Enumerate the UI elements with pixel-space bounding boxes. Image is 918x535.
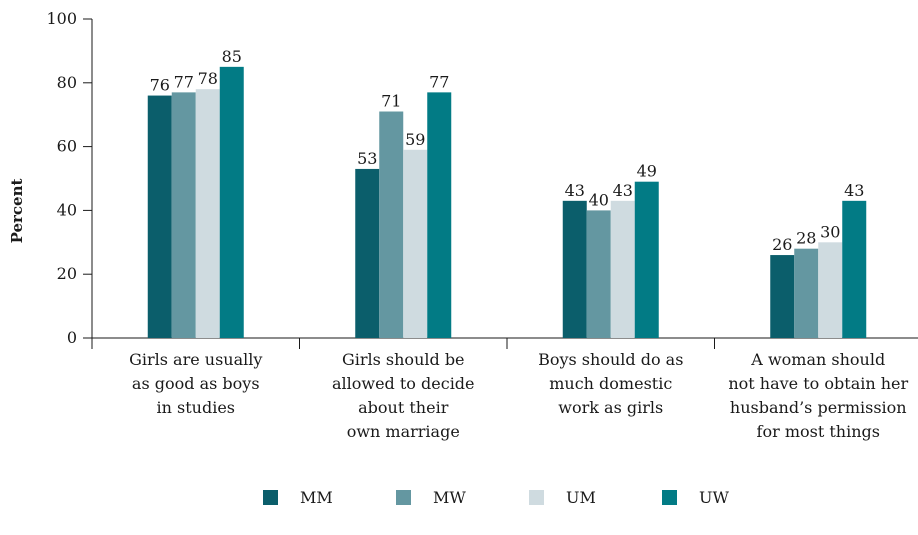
category-label-line: about their: [358, 398, 449, 417]
data-label: 43: [613, 181, 633, 200]
category-label-line: Girls should be: [342, 350, 465, 369]
data-label: 77: [174, 72, 194, 91]
data-label: 53: [357, 149, 377, 168]
bars: [147, 66, 867, 339]
data-label: 26: [772, 235, 792, 254]
bar-mw: [586, 210, 611, 338]
bar-mm: [770, 255, 795, 338]
bar-mw: [171, 92, 196, 339]
legend-label-mm: MM: [300, 488, 333, 507]
bar-uw: [634, 181, 659, 338]
category-label-line: Boys should do as: [538, 350, 683, 369]
category-label: Girls should be allowed to decide about th…: [332, 350, 475, 441]
y-tick-label: 20: [57, 264, 77, 283]
data-label: 43: [565, 181, 585, 200]
bar-um: [818, 242, 843, 338]
data-label: 30: [820, 222, 840, 241]
data-label: 76: [150, 76, 170, 95]
data-label: 40: [589, 190, 609, 209]
y-tick-label: 100: [46, 9, 77, 28]
category-label-line: own marriage: [347, 422, 460, 441]
legend-label-mw: MW: [433, 488, 466, 507]
bar-mm: [147, 95, 172, 338]
category-label-line: work as girls: [558, 398, 663, 417]
category-labels: Girls are usually as good as boys in studi…: [129, 350, 908, 441]
legend-swatch-uw: [662, 490, 677, 505]
category-label-line: in studies: [157, 398, 236, 417]
category-label-line: not have to obtain her: [728, 374, 908, 393]
category-label: A woman should not have to obtain her husb…: [728, 350, 908, 441]
data-label: 77: [429, 72, 449, 91]
y-tick-label: 60: [57, 137, 77, 156]
bar-mw: [379, 111, 404, 338]
category-label-line: as good as boys: [132, 374, 260, 393]
category-label-line: Girls are usually: [129, 350, 262, 369]
y-axis-title: Percent: [8, 179, 26, 244]
bar-uw: [427, 92, 452, 339]
category-label-line: much domestic: [549, 374, 672, 393]
x-axis: [92, 337, 918, 349]
y-axis: 0 20 40 60 80 100: [46, 9, 93, 349]
bar-uw: [842, 200, 867, 338]
data-label: 49: [637, 162, 657, 181]
category-label: Girls are usually as good as boys in studi…: [129, 350, 262, 417]
y-tick-label: 40: [57, 200, 77, 219]
y-tick-label: 80: [57, 73, 77, 92]
bar-um: [610, 200, 635, 338]
legend-swatch-mm: [263, 490, 278, 505]
data-label: 78: [198, 69, 218, 88]
bar-uw: [219, 66, 244, 338]
data-label: 71: [381, 92, 401, 111]
category-label: Boys should do as much domestic work as gi…: [538, 350, 683, 417]
legend-label-um: UM: [566, 488, 596, 507]
data-label: 43: [844, 181, 864, 200]
bar-um: [195, 89, 220, 339]
bar-mw: [794, 248, 819, 338]
y-tick-label: 0: [67, 328, 77, 347]
legend-swatch-um: [529, 490, 544, 505]
data-label: 59: [405, 130, 425, 149]
legend-label-uw: UW: [699, 488, 729, 507]
legend-swatch-mw: [396, 490, 411, 505]
bar-mm: [562, 200, 587, 338]
bar-mm: [355, 168, 380, 338]
category-label-line: A woman should: [750, 350, 885, 369]
bar-um: [403, 149, 428, 338]
category-label-line: for most things: [757, 422, 880, 441]
data-label: 85: [222, 47, 242, 66]
category-label-line: husband’s permission: [730, 398, 907, 417]
data-label: 28: [796, 229, 816, 248]
legend: MM MW UM UW: [263, 488, 729, 507]
category-label-line: allowed to decide: [332, 374, 475, 393]
